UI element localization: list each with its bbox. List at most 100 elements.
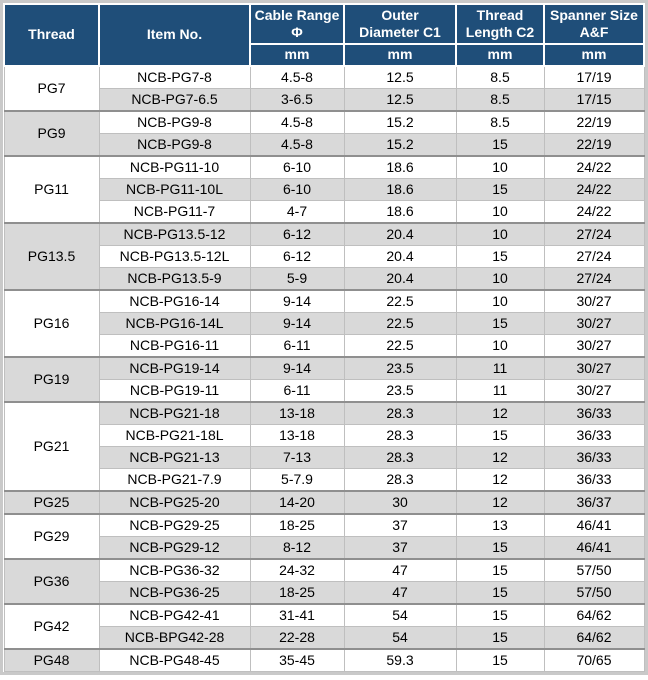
item-no-cell: NCB-PG36-25 bbox=[98, 580, 251, 604]
thread-length-cell: 10 bbox=[455, 266, 545, 290]
spanner-size-cell: 27/24 bbox=[543, 221, 645, 246]
cable-range-cell: 6-12 bbox=[249, 244, 345, 268]
table-row: NCB-PG16-14L 9-14 22.5 15 30/27 bbox=[4, 311, 645, 335]
outer-diameter-cell: 59.3 bbox=[343, 647, 457, 672]
table-row: NCB-PG21-18L 13-18 28.3 15 36/33 bbox=[4, 423, 645, 447]
outer-diameter-cell: 18.6 bbox=[343, 199, 457, 223]
outer-diameter-cell: 20.4 bbox=[343, 221, 457, 246]
spanner-size-cell: 17/19 bbox=[543, 65, 645, 89]
cable-range-cell: 31-41 bbox=[249, 602, 345, 627]
thread-length-cell: 12 bbox=[455, 400, 545, 425]
table-row: PG9 NCB-PG9-8 4.5-8 15.2 8.5 22/19 bbox=[3, 109, 645, 156]
table-row: PG16 NCB-PG16-14 9-14 22.5 10 30/27 bbox=[3, 288, 645, 357]
thread-length-cell: 8.5 bbox=[455, 87, 545, 111]
thread-length-cell: 8.5 bbox=[455, 65, 545, 89]
outer-diameter-cell: 12.5 bbox=[343, 65, 457, 89]
table-row: NCB-PG13.5-12L 6-12 20.4 15 27/24 bbox=[4, 244, 645, 268]
table-row: PG13.5 NCB-PG13.5-12 6-12 20.4 10 27/24 bbox=[3, 221, 645, 290]
table-row: PG48 NCB-PG48-45 35-45 59.3 15 70/65 bbox=[3, 647, 645, 672]
cable-range-cell: 7-13 bbox=[249, 445, 345, 469]
table-row: PG19 NCB-PG19-14 9-14 23.5 11 30/27 bbox=[3, 355, 645, 402]
item-no-cell: NCB-PG13.5-12 bbox=[98, 221, 251, 246]
outer-diameter-cell: 37 bbox=[343, 512, 457, 537]
item-no-cell: NCB-PG13.5-12L bbox=[98, 244, 251, 268]
spanner-size-cell: 70/65 bbox=[543, 647, 645, 672]
thread-cell-PG7: PG7 bbox=[3, 65, 100, 111]
cable-range-cell: 24-32 bbox=[249, 557, 345, 582]
thread-length-cell: 10 bbox=[455, 221, 545, 246]
outer-diameter-cell: 20.4 bbox=[343, 244, 457, 268]
outer-diameter-cell: 22.5 bbox=[343, 333, 457, 357]
outer-diameter-cell: 18.6 bbox=[343, 154, 457, 179]
table-row: PG29 NCB-PG29-25 18-25 37 13 46/41 bbox=[3, 512, 645, 559]
outer-diameter-cell: 23.5 bbox=[343, 378, 457, 402]
thread-cell-PG25: PG25 bbox=[3, 489, 100, 514]
item-no-cell: NCB-PG29-25 bbox=[98, 512, 251, 537]
outer-diameter-cell: 47 bbox=[343, 580, 457, 604]
spanner-size-cell: 36/33 bbox=[543, 467, 645, 491]
table-row: NCB-PG21-13 7-13 28.3 12 36/33 bbox=[4, 445, 645, 469]
column-header-2: Cable Range Φ bbox=[249, 3, 345, 45]
outer-diameter-cell: 18.6 bbox=[343, 177, 457, 201]
thread-length-cell: 12 bbox=[455, 489, 545, 514]
thread-length-cell: 15 bbox=[455, 557, 545, 582]
cable-range-cell: 4.5-8 bbox=[249, 109, 345, 134]
spanner-size-cell: 30/27 bbox=[543, 355, 645, 380]
thread-cell-PG21: PG21 bbox=[3, 400, 100, 491]
outer-diameter-cell: 28.3 bbox=[343, 445, 457, 469]
item-no-cell: NCB-BPG42-28 bbox=[98, 625, 251, 649]
column-header-4: Thread Length C2 bbox=[455, 3, 545, 45]
spanner-size-cell: 36/37 bbox=[543, 489, 645, 514]
item-no-cell: NCB-PG21-18L bbox=[98, 423, 251, 447]
table-row: PG36 NCB-PG36-32 24-32 47 15 57/50 bbox=[3, 557, 645, 604]
item-no-cell: NCB-PG48-45 bbox=[98, 647, 251, 672]
table-header: Thread Item No. Cable Range Φ Outer Diamete… bbox=[3, 3, 645, 67]
outer-diameter-cell: 23.5 bbox=[343, 355, 457, 380]
thread-length-cell: 15 bbox=[455, 244, 545, 268]
outer-diameter-cell: 54 bbox=[343, 625, 457, 649]
cable-range-cell: 4.5-8 bbox=[249, 132, 345, 156]
cable-range-cell: 9-14 bbox=[249, 288, 345, 313]
table-row: PG7 NCB-PG7-8 4.5-8 12.5 8.5 17/19 bbox=[3, 65, 645, 111]
cable-range-cell: 9-14 bbox=[249, 355, 345, 380]
thread-cell-PG11: PG11 bbox=[3, 154, 100, 223]
column-header-5: Spanner Size A&F bbox=[543, 3, 645, 45]
cable-range-cell: 6-11 bbox=[249, 333, 345, 357]
cable-range-cell: 4-7 bbox=[249, 199, 345, 223]
thread-length-cell: 10 bbox=[455, 154, 545, 179]
table-row: NCB-PG11-10L 6-10 18.6 15 24/22 bbox=[4, 177, 645, 201]
thread-length-cell: 15 bbox=[455, 580, 545, 604]
thread-cell-PG16: PG16 bbox=[3, 288, 100, 357]
outer-diameter-cell: 28.3 bbox=[343, 423, 457, 447]
item-no-cell: NCB-PG9-8 bbox=[98, 132, 251, 156]
thread-cell-PG29: PG29 bbox=[3, 512, 100, 559]
table-row: PG42 NCB-PG42-41 31-41 54 15 64/62 bbox=[3, 602, 645, 649]
header-row-units: mm mm mm mm bbox=[4, 43, 645, 67]
thread-length-cell: 10 bbox=[455, 333, 545, 357]
table-row: NCB-PG29-12 8-12 37 15 46/41 bbox=[4, 535, 645, 559]
item-no-cell: NCB-PG21-13 bbox=[98, 445, 251, 469]
outer-diameter-cell: 54 bbox=[343, 602, 457, 627]
column-header-1: Item No. bbox=[98, 3, 251, 67]
item-no-cell: NCB-PG36-32 bbox=[98, 557, 251, 582]
outer-diameter-cell: 22.5 bbox=[343, 288, 457, 313]
column-header-0: Thread bbox=[3, 3, 100, 67]
outer-diameter-cell: 15.2 bbox=[343, 132, 457, 156]
thread-length-cell: 8.5 bbox=[455, 109, 545, 134]
spanner-size-cell: 57/50 bbox=[543, 580, 645, 604]
cable-range-cell: 9-14 bbox=[249, 311, 345, 335]
thread-cell-PG48: PG48 bbox=[3, 647, 100, 672]
cable-range-cell: 3-6.5 bbox=[249, 87, 345, 111]
table-row: NCB-PG21-7.9 5-7.9 28.3 12 36/33 bbox=[4, 467, 645, 491]
item-no-cell: NCB-PG9-8 bbox=[98, 109, 251, 134]
item-no-cell: NCB-PG42-41 bbox=[98, 602, 251, 627]
thread-length-cell: 11 bbox=[455, 378, 545, 402]
thread-length-cell: 15 bbox=[455, 423, 545, 447]
spanner-size-cell: 27/24 bbox=[543, 244, 645, 268]
thread-length-cell: 15 bbox=[455, 647, 545, 672]
table-row: PG21 NCB-PG21-18 13-18 28.3 12 36/33 bbox=[3, 400, 645, 491]
thread-cell-PG19: PG19 bbox=[3, 355, 100, 402]
thread-length-cell: 15 bbox=[455, 625, 545, 649]
thread-length-cell: 11 bbox=[455, 355, 545, 380]
outer-diameter-cell: 47 bbox=[343, 557, 457, 582]
